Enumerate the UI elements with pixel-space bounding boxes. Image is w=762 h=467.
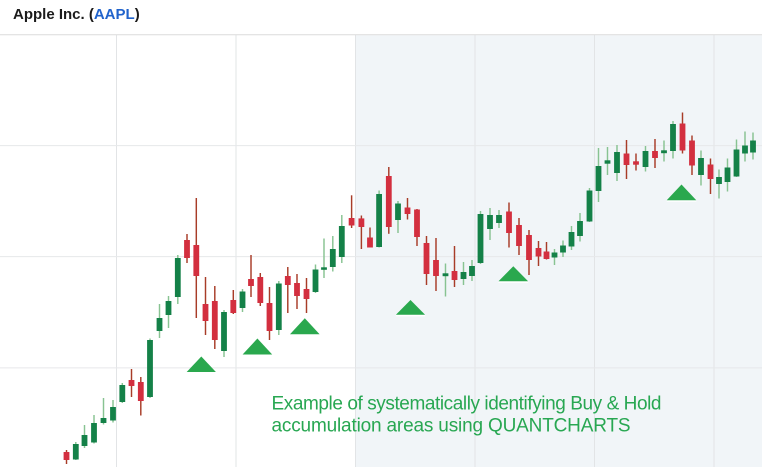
svg-text:Apple Inc. (AAPL): Apple Inc. (AAPL) — [13, 6, 140, 23]
svg-text:accumulation areas using QUANT: accumulation areas using QUANTCHARTS — [272, 415, 631, 436]
svg-text:Example of systematically iden: Example of systematically identifying Bu… — [272, 394, 662, 415]
